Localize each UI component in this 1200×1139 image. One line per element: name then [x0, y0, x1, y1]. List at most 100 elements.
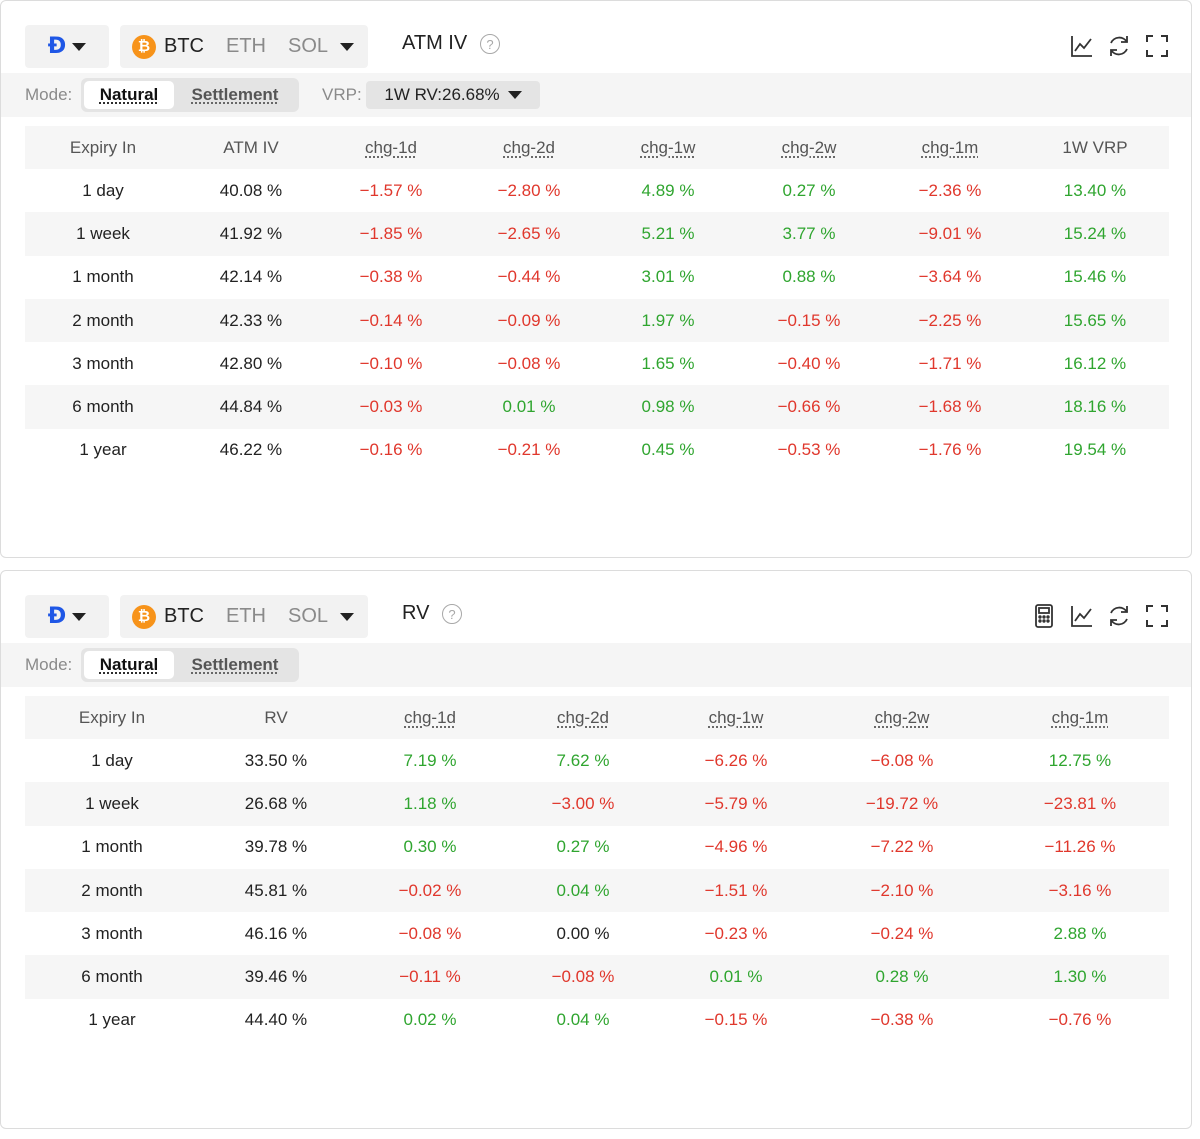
rv-header: Ð ₿ BTC ETH SOL RV ?: [1, 571, 1191, 643]
table-cell: 18.16 %: [1063, 397, 1127, 417]
coin-sol[interactable]: SOL: [288, 605, 329, 627]
coin-btc[interactable]: BTC: [164, 605, 204, 627]
exchange-logo-icon: Ð: [47, 604, 67, 629]
calculator-icon[interactable]: [1031, 603, 1057, 629]
coin-more-dropdown[interactable]: [340, 612, 355, 621]
column-header[interactable]: chg-2d: [461, 126, 597, 169]
table-cell: 1 week: [85, 793, 139, 813]
column-header[interactable]: chg-1m: [879, 126, 1021, 169]
atm-iv-panel: Ð ₿ BTC ETH SOL ATM IV ? Mode: Natural S…: [0, 0, 1192, 558]
column-header: 1W VRP: [1021, 126, 1169, 169]
mode-toggle: Natural Settlement: [81, 78, 299, 112]
table-row: 6 month 44.84 % −0.03 % 0.01 % 0.98 % −0.66 %…: [25, 385, 1169, 429]
rv-subbar: Mode: Natural Settlement: [1, 643, 1191, 687]
table-cell: −9.01 %: [918, 223, 982, 243]
column-header-label: chg-2w: [781, 137, 837, 157]
table-cell: 1 week: [76, 223, 130, 243]
table-cell: −0.10 %: [359, 353, 423, 373]
table-row: 1 week 41.92 % −1.85 % −2.65 % 5.21 % 3.77 % −…: [25, 212, 1169, 256]
table-cell: −0.24 %: [870, 923, 934, 943]
table-cell: 0.28 %: [875, 967, 929, 987]
mode-settlement-option[interactable]: Settlement: [191, 655, 279, 674]
table-cell: 3 month: [81, 923, 143, 943]
mode-label: Mode:: [25, 655, 73, 674]
table-cell: 0.27 %: [782, 180, 836, 200]
column-header[interactable]: chg-2w: [739, 126, 879, 169]
table-cell: 0.01 %: [502, 397, 556, 417]
coin-selector: ₿ BTC ETH SOL: [120, 25, 368, 68]
table-cell: −0.15 %: [704, 1010, 768, 1030]
table-header-row: Expiry In ATM IV chg-1d chg-2d chg-1w chg-2w c…: [25, 126, 1169, 169]
table-cell: −0.66 %: [777, 397, 841, 417]
column-header-label: chg-2d: [557, 707, 609, 727]
column-header[interactable]: chg-1w: [597, 126, 739, 169]
help-icon[interactable]: ?: [442, 604, 462, 624]
column-header-label: chg-1m: [1051, 707, 1109, 727]
column-header[interactable]: chg-2w: [813, 696, 991, 739]
vrp-label: VRP:: [322, 85, 362, 104]
table-cell: 44.84 %: [219, 397, 283, 417]
table-cell: 2.88 %: [1053, 923, 1107, 943]
table-cell: −0.23 %: [704, 923, 768, 943]
coin-btc[interactable]: BTC: [164, 35, 204, 57]
table-cell: −0.38 %: [870, 1010, 934, 1030]
table-cell: 3.77 %: [782, 223, 836, 243]
mode-settlement-option[interactable]: Settlement: [191, 85, 279, 104]
table-cell: 46.22 %: [219, 440, 283, 460]
vrp-dropdown[interactable]: 1W RV:26.68%: [366, 81, 540, 109]
table-cell: 0.45 %: [641, 440, 695, 460]
table-row: 6 month 39.46 % −0.11 % −0.08 % 0.01 % 0.28 %…: [25, 955, 1169, 999]
table-cell: −1.71 %: [918, 353, 982, 373]
table-cell: −1.68 %: [918, 397, 982, 417]
table-cell: 0.30 %: [403, 837, 457, 857]
table-row: 2 month 45.81 % −0.02 % 0.04 % −1.51 % −2.10 …: [25, 868, 1169, 913]
column-header-label: ATM IV: [223, 137, 279, 157]
table-cell: 1.65 %: [641, 353, 695, 373]
table-cell: −0.09 %: [497, 310, 561, 330]
coin-eth[interactable]: ETH: [226, 35, 266, 57]
table-cell: −6.08 %: [870, 750, 934, 770]
mode-natural-option[interactable]: Natural: [84, 651, 174, 679]
line-chart-icon[interactable]: [1069, 33, 1095, 59]
table-cell: 39.78 %: [244, 837, 308, 857]
table-cell: −0.76 %: [1048, 1010, 1112, 1030]
coin-eth[interactable]: ETH: [226, 605, 266, 627]
column-header-label: 1W VRP: [1062, 137, 1128, 157]
table-cell: 0.00 %: [556, 923, 610, 943]
column-header[interactable]: chg-2d: [507, 696, 659, 739]
chevron-down-icon: [72, 612, 87, 621]
table-cell: 1 month: [81, 837, 143, 857]
mode-toggle: Natural Settlement: [81, 648, 299, 682]
column-header[interactable]: chg-1d: [353, 696, 507, 739]
coin-more-dropdown[interactable]: [340, 42, 355, 51]
refresh-icon[interactable]: [1106, 603, 1132, 629]
panel-title: ATM IV: [402, 32, 468, 54]
column-header[interactable]: chg-1w: [659, 696, 813, 739]
line-chart-icon[interactable]: [1069, 603, 1095, 629]
fullscreen-icon[interactable]: [1144, 603, 1170, 629]
table-cell: −11.26 %: [1044, 837, 1116, 857]
panel-title: RV: [402, 602, 430, 624]
table-cell: 33.50 %: [244, 750, 308, 770]
table-row: 1 month 39.78 % 0.30 % 0.27 % −4.96 % −7.22 %…: [25, 826, 1169, 869]
mode-natural-option[interactable]: Natural: [84, 81, 174, 109]
exchange-selector[interactable]: Ð: [25, 25, 109, 68]
bitcoin-icon: ₿: [132, 34, 156, 59]
column-header: Expiry In: [25, 126, 181, 169]
column-header[interactable]: chg-1d: [321, 126, 461, 169]
table-cell: −1.57 %: [359, 180, 423, 200]
column-header[interactable]: chg-1m: [991, 696, 1169, 739]
refresh-icon[interactable]: [1106, 33, 1132, 59]
table-cell: 15.24 %: [1063, 223, 1127, 243]
table-cell: −0.03 %: [359, 397, 423, 417]
table-cell: 2 month: [72, 310, 134, 330]
table-cell: −0.16 %: [359, 440, 423, 460]
column-header: RV: [199, 696, 353, 739]
coin-sol[interactable]: SOL: [288, 35, 329, 57]
fullscreen-icon[interactable]: [1144, 33, 1170, 59]
table-cell: 44.40 %: [244, 1010, 308, 1030]
table-cell: 13.40 %: [1063, 180, 1127, 200]
exchange-selector[interactable]: Ð: [25, 595, 109, 638]
help-icon[interactable]: ?: [480, 34, 500, 54]
table-cell: 0.88 %: [782, 267, 836, 287]
